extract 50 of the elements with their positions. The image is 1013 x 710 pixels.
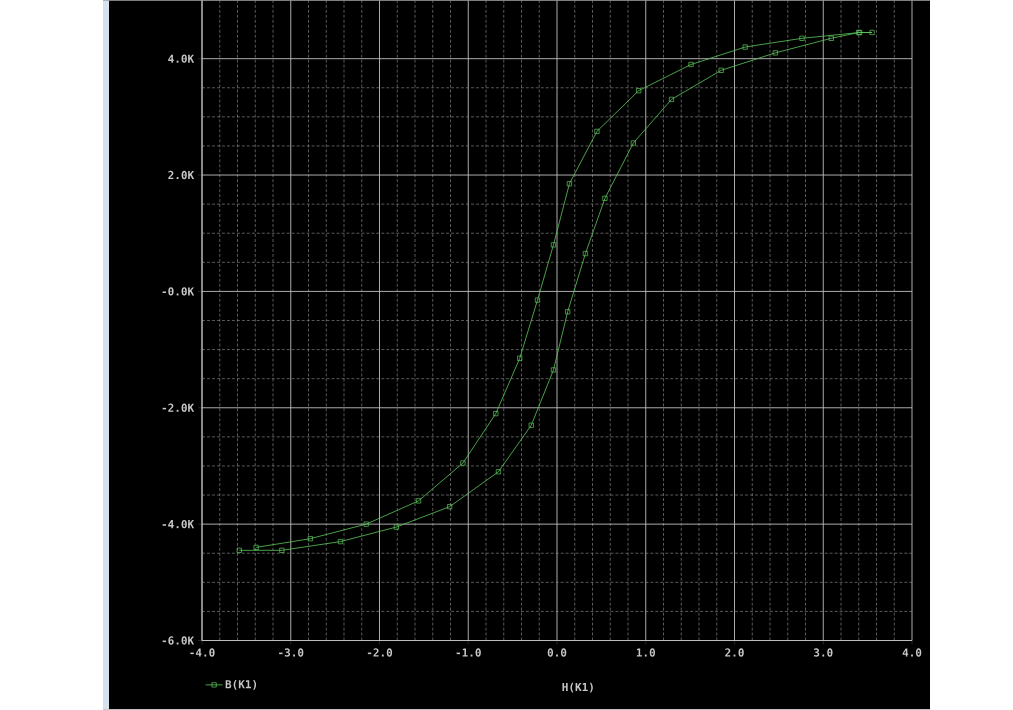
- point: [742, 44, 748, 50]
- point: [636, 88, 642, 94]
- x-tick-label: -3.0: [279, 648, 304, 657]
- point: [416, 498, 422, 504]
- point: [393, 524, 399, 530]
- point: [688, 62, 694, 68]
- x-tick-label: 1.0: [636, 648, 656, 657]
- x-tick-label: 2.0: [725, 648, 744, 657]
- x-tick-label: -4.0: [190, 648, 215, 657]
- point: [279, 548, 285, 554]
- y-tick-label: -6.0K: [162, 636, 195, 645]
- point: [550, 367, 557, 373]
- point: [565, 309, 571, 315]
- x-tick-label: 0.0: [547, 648, 567, 657]
- point: [594, 129, 600, 135]
- point: [528, 422, 534, 429]
- y-tick-label: 4.0K: [168, 54, 195, 64]
- point: [582, 251, 588, 257]
- y-tick-label: 2.0K: [168, 171, 195, 180]
- point: [460, 460, 466, 466]
- point: [869, 30, 875, 36]
- point: [493, 411, 499, 417]
- point: [236, 548, 242, 554]
- point: [630, 140, 636, 146]
- x-tick-label: 3.0: [814, 648, 833, 657]
- point: [602, 196, 608, 202]
- point: [447, 504, 453, 510]
- point: [337, 539, 344, 545]
- point: [799, 36, 805, 42]
- point: [668, 97, 675, 103]
- y-tick-label: -4.0K: [162, 520, 195, 529]
- y-tick-label: -0.0K: [162, 287, 195, 296]
- x-tick-label: -2.0: [367, 648, 393, 657]
- point: [534, 297, 541, 303]
- point: [718, 68, 724, 74]
- point: [772, 50, 778, 56]
- point: [828, 36, 834, 42]
- legend-label: B(K1): [225, 680, 257, 690]
- point: [363, 521, 369, 527]
- point: [495, 469, 501, 475]
- point: [517, 356, 523, 362]
- point: [550, 242, 557, 248]
- x-axis-title: H(K1): [562, 683, 593, 693]
- x-tick-label: 4.0: [902, 648, 922, 657]
- point: [566, 181, 572, 187]
- line-series: [236, 30, 875, 554]
- x-tick-label: -1.0: [456, 648, 481, 657]
- point: [253, 545, 259, 551]
- point: [307, 536, 313, 542]
- y-tick-label: -2.0K: [162, 403, 195, 413]
